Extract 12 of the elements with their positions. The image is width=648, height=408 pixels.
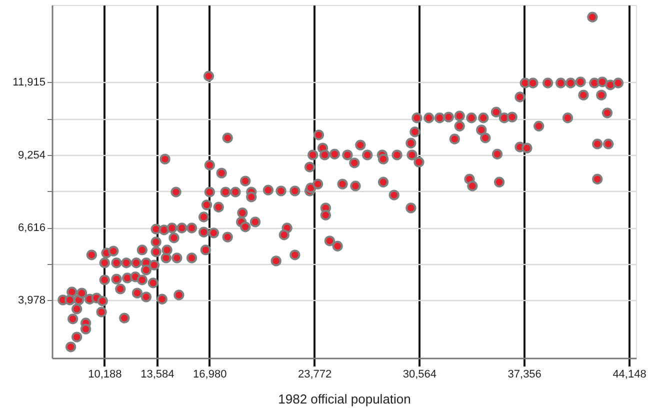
x-tick-label: 10,188 bbox=[88, 368, 122, 380]
x-tick-label: 30,564 bbox=[402, 368, 437, 380]
x-tick-label: 37,356 bbox=[508, 368, 542, 380]
x-tick-label: 16,980 bbox=[193, 368, 227, 380]
x-axis-title: 1982 official population bbox=[278, 392, 411, 406]
y-tick-label: 3,978 bbox=[18, 294, 46, 306]
y-tick-label: 9,254 bbox=[18, 150, 46, 162]
x-tick-label: 13,584 bbox=[140, 368, 174, 380]
x-tick-label: 44,148 bbox=[612, 368, 646, 380]
x-tick-label: 23,772 bbox=[298, 368, 332, 380]
y-tick-label: 6,616 bbox=[18, 222, 46, 234]
y-tick-label: 11,915 bbox=[12, 76, 46, 89]
